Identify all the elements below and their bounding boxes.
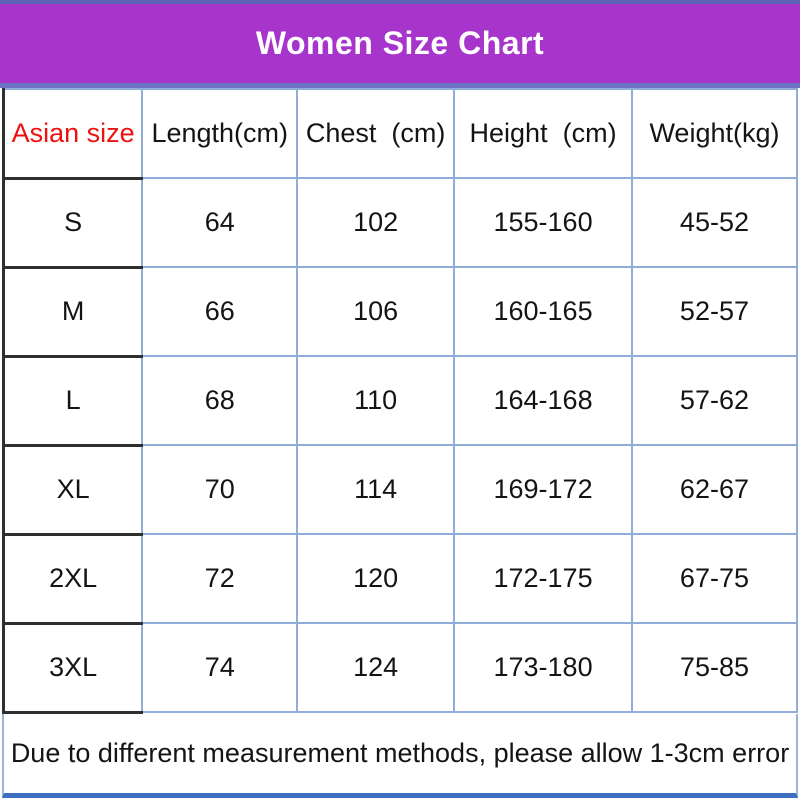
cell-height: 173-180 bbox=[453, 622, 633, 713]
size-chart-table: Asian size Length(cm) Chest (cm) Height … bbox=[2, 88, 799, 714]
cell-size: 3XL bbox=[2, 621, 144, 714]
cell-length: 64 bbox=[141, 177, 299, 268]
cell-size: 2XL bbox=[2, 532, 144, 625]
cell-weight: 57-62 bbox=[630, 355, 799, 446]
cell-length: 66 bbox=[141, 266, 299, 357]
table-row-3xl: 3XL 74 124 173-180 75-85 bbox=[2, 621, 799, 714]
cell-size: M bbox=[2, 265, 144, 358]
cell-chest: 106 bbox=[296, 266, 456, 357]
column-header-chest: Chest (cm) bbox=[296, 88, 456, 179]
cell-size: S bbox=[2, 176, 144, 269]
cell-weight: 52-57 bbox=[630, 266, 799, 357]
cell-height: 164-168 bbox=[453, 355, 633, 446]
cell-height: 155-160 bbox=[453, 177, 633, 268]
cell-length: 68 bbox=[141, 355, 299, 446]
table-row-l: L 68 110 164-168 57-62 bbox=[2, 354, 799, 447]
header-row: Asian size Length(cm) Chest (cm) Height … bbox=[2, 88, 799, 180]
title-banner: Women Size Chart bbox=[0, 0, 800, 88]
cell-length: 72 bbox=[141, 533, 299, 624]
cell-chest: 114 bbox=[296, 444, 456, 535]
cell-weight: 67-75 bbox=[630, 533, 799, 624]
table-row-m: M 66 106 160-165 52-57 bbox=[2, 265, 799, 358]
footer-note-bar: Due to different measurement methods, pl… bbox=[2, 713, 798, 798]
cell-weight: 45-52 bbox=[630, 177, 799, 268]
cell-height: 169-172 bbox=[453, 444, 633, 535]
footer-note: Due to different measurement methods, pl… bbox=[10, 737, 790, 768]
cell-chest: 120 bbox=[296, 533, 456, 624]
cell-weight: 62-67 bbox=[630, 444, 799, 535]
cell-length: 70 bbox=[141, 444, 299, 535]
cell-chest: 110 bbox=[296, 355, 456, 446]
column-header-length: Length(cm) bbox=[141, 88, 299, 179]
table-row-s: S 64 102 155-160 45-52 bbox=[2, 176, 799, 269]
table-row-xl: XL 70 114 169-172 62-67 bbox=[2, 443, 799, 536]
cell-size: L bbox=[2, 354, 144, 447]
cell-size: XL bbox=[2, 443, 144, 536]
cell-chest: 102 bbox=[296, 177, 456, 268]
cell-weight: 75-85 bbox=[630, 622, 799, 713]
cell-chest: 124 bbox=[296, 622, 456, 713]
table-row-2xl: 2XL 72 120 172-175 67-75 bbox=[2, 532, 799, 625]
column-header-asian-size: Asian size bbox=[2, 88, 144, 180]
column-header-weight: Weight(kg) bbox=[630, 88, 799, 179]
column-header-height: Height (cm) bbox=[453, 88, 633, 179]
cell-height: 172-175 bbox=[453, 533, 633, 624]
page-title: Women Size Chart bbox=[255, 25, 545, 61]
cell-height: 160-165 bbox=[453, 266, 633, 357]
cell-length: 74 bbox=[141, 622, 299, 713]
